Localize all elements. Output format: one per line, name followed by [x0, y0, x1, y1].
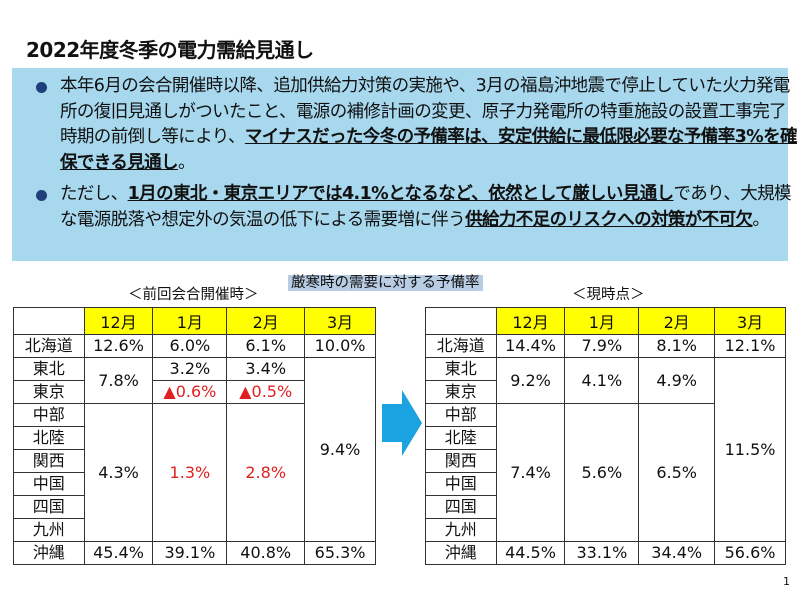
region-label: 北海道: [425, 334, 497, 358]
cell: 6.0%: [152, 334, 228, 358]
cell: 65.3%: [304, 541, 376, 565]
cell: 7.4%: [495, 403, 566, 542]
region-label: 北陸: [425, 426, 497, 450]
bullet-text: ただし、: [60, 184, 128, 204]
cell: 3.4%: [226, 357, 306, 381]
region-label: 東京: [425, 380, 497, 404]
region-label: 四国: [425, 495, 497, 519]
region-label: 東北: [425, 357, 497, 381]
cell: 12.1%: [714, 334, 786, 358]
bullet-emphasis: 1月の東北・東京エリアでは4.1%となるなど、依然として厳しい見通し: [127, 184, 674, 204]
cell: 44.5%: [495, 541, 566, 565]
region-label: 北陸: [13, 426, 85, 450]
page-number: 1: [783, 575, 790, 588]
cell: 34.4%: [638, 541, 716, 565]
cell: 1.3%: [152, 403, 228, 542]
month-header: 3月: [714, 307, 786, 335]
region-label: 四国: [13, 495, 85, 519]
month-header: 2月: [638, 307, 716, 335]
previous-table: 12月 1月 2月 3月 北海道 12.6% 6.0% 6.1% 10.0% 東北 7.8% 3.…: [13, 307, 376, 565]
cell: 56.6%: [714, 541, 786, 565]
region-label: 沖縄: [425, 541, 497, 565]
bullet-dot-icon: [36, 82, 47, 93]
bullet-emphasis: 供給力不足のリスクへの対策が不可欠: [465, 209, 753, 230]
cell: 5.6%: [564, 403, 640, 542]
region-label: 東北: [13, 357, 85, 381]
region-label: 東京: [13, 380, 85, 404]
region-label: 中部: [13, 403, 85, 427]
cell: 4.9%: [638, 357, 716, 404]
month-header: 12月: [495, 307, 566, 335]
month-header: 3月: [304, 307, 376, 335]
month-header: 2月: [226, 307, 306, 335]
cell: 6.5%: [638, 403, 716, 542]
summary-panel: 本年6月の会合開催時以降、追加供給力対策の実施や、3月の福島沖地震で停止していた…: [12, 68, 798, 261]
region-label: 関西: [425, 449, 497, 473]
region-label: 九州: [13, 518, 85, 542]
bullet-text: 。: [177, 152, 196, 173]
cell: 6.1%: [226, 334, 306, 358]
cell: 7.8%: [83, 357, 154, 404]
cell: 14.4%: [495, 334, 566, 358]
region-label: 中部: [425, 403, 497, 427]
region-label: 中国: [13, 472, 85, 496]
cell: 33.1%: [564, 541, 640, 565]
cell: 10.0%: [304, 334, 376, 358]
region-label: 沖縄: [13, 541, 85, 565]
month-header: 1月: [564, 307, 640, 335]
cell: ▲0.6%: [152, 380, 228, 404]
center-caption: 厳寒時の需要に対する予備率: [288, 275, 483, 291]
month-header: 12月: [83, 307, 154, 335]
bullet-dot-icon: [36, 190, 47, 201]
region-label: 関西: [13, 449, 85, 473]
cell: 4.3%: [83, 403, 154, 542]
cell: 40.8%: [226, 541, 306, 565]
region-label: 北海道: [13, 334, 85, 358]
cell: 8.1%: [638, 334, 716, 358]
current-caption: ＜現時点＞: [572, 287, 645, 303]
current-table: 12月 1月 2月 3月 北海道 14.4% 7.9% 8.1% 12.1% 東北 9.2% 4.…: [425, 307, 786, 565]
bullet-text: 本年6月の会合開催時以降、追加供給力対策の実施や、3月の福島沖地震で停止していた…: [60, 76, 790, 147]
bullet-text: であり、大規模な電源脱落や想定外の気温の低下による需要増に伴う: [60, 184, 792, 230]
bullet-2: ただし、1月の東北・東京エリアでは4.1%となるなど、依然として厳しい見通しであ…: [36, 182, 800, 233]
previous-caption: ＜前回会合開催時＞: [128, 287, 259, 303]
cell: 9.4%: [304, 357, 376, 542]
cell: 9.2%: [495, 357, 566, 404]
month-header: 1月: [152, 307, 228, 335]
bullet-text: 。: [752, 209, 770, 230]
cell: 7.9%: [564, 334, 640, 358]
cell: 11.5%: [714, 357, 786, 542]
cell: ▲0.5%: [226, 380, 306, 404]
region-label: 九州: [425, 518, 497, 542]
cell: 3.2%: [152, 357, 228, 381]
cell: 4.1%: [564, 357, 640, 404]
region-label: 中国: [425, 472, 497, 496]
arrow-right-icon: [382, 390, 422, 456]
cell: 2.8%: [226, 403, 306, 542]
bullet-1: 本年6月の会合開催時以降、追加供給力対策の実施や、3月の福島沖地震で停止していた…: [36, 74, 800, 176]
page-title: 2022年度冬季の電力需給見通し: [26, 38, 314, 62]
cell: 12.6%: [83, 334, 154, 358]
cell: 39.1%: [152, 541, 228, 565]
cell: 45.4%: [83, 541, 154, 565]
bullet-emphasis: マイナスだった今冬の予備率は、安定供給に最低限必要な予備率3%を確保できる見通し: [60, 127, 798, 173]
